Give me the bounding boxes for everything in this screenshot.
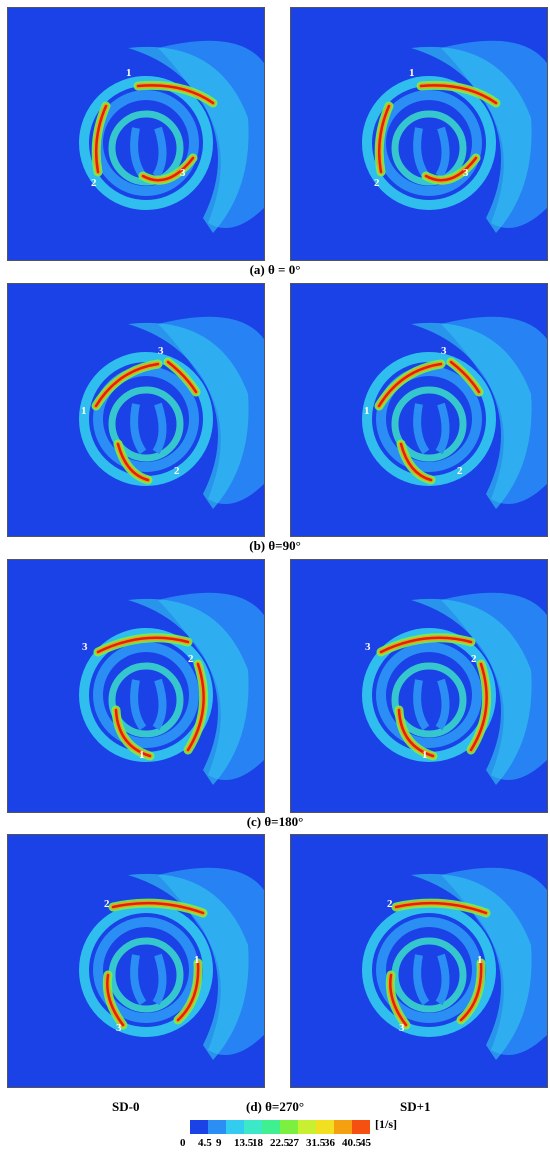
column-label-sd0: SD-0	[112, 1099, 140, 1114]
colorbar-tick: 9	[216, 1137, 222, 1149]
colorbar-swatch	[280, 1120, 298, 1134]
row-caption: (d) θ=270°	[245, 1099, 305, 1114]
blade-number: 3	[365, 641, 371, 653]
blade-number: 3	[116, 1022, 122, 1034]
contour-panel: 3 2 1	[7, 559, 265, 813]
colorbar-swatch	[208, 1120, 226, 1134]
contour-panel: 3 1 2	[290, 283, 548, 537]
blade-number: 2	[91, 177, 97, 189]
colorbar-swatch	[352, 1120, 370, 1134]
blade-number: 1	[81, 405, 87, 417]
blade-number: 1	[194, 954, 200, 966]
colorbar-tick: 40.5	[342, 1137, 362, 1149]
colorbar-swatch	[316, 1120, 334, 1134]
contour-plot: 3 1 2	[362, 316, 547, 509]
colorbar-swatch	[334, 1120, 352, 1134]
contour-panel: 1 2 3	[290, 7, 548, 261]
row-caption: (c) θ=180°	[246, 814, 304, 829]
contour-panel: 2 1 3	[7, 834, 265, 1088]
blade-number: 2	[387, 898, 393, 910]
colorbar-tick: 27	[288, 1137, 299, 1149]
blade-number: 3	[82, 641, 88, 653]
colorbar-tick: 18	[252, 1137, 263, 1149]
colorbar-swatch	[298, 1120, 316, 1134]
contour-plot: 2 1 3	[362, 867, 547, 1060]
blade-number: 1	[477, 954, 483, 966]
blade-number: 1	[139, 749, 145, 761]
colorbar-unit: [1/s]	[375, 1117, 397, 1131]
contour-panel: 2 1 3	[290, 834, 548, 1088]
colorbar-tick: 36	[324, 1137, 335, 1149]
blade-number: 1	[422, 749, 428, 761]
colorbar-tick: 4.5	[198, 1137, 212, 1149]
blade-number: 2	[457, 465, 463, 477]
contour-plot: 3 2 1	[79, 592, 264, 785]
colorbar-tick: 31.5	[306, 1137, 326, 1149]
colorbar-tick: 13.5	[234, 1137, 254, 1149]
blade-number: 1	[126, 67, 132, 79]
blade-number: 3	[158, 345, 164, 357]
blade-number: 2	[188, 653, 194, 665]
colorbar-tick: 0	[180, 1137, 186, 1149]
blade-number: 3	[180, 167, 186, 179]
blade-number: 3	[463, 167, 469, 179]
blade-number: 2	[471, 653, 477, 665]
contour-plot: 1 2 3	[362, 40, 547, 234]
blade-number: 1	[364, 405, 370, 417]
colorbar-tick: 22.5	[270, 1137, 290, 1149]
row-caption: (a) θ = 0°	[249, 262, 301, 277]
contour-panel: 3 1 2	[7, 283, 265, 537]
colorbar-swatch	[244, 1120, 262, 1134]
contour-panel: 1 2 3	[7, 7, 265, 261]
contour-panel: 3 2 1	[290, 559, 548, 813]
colorbar-swatch	[226, 1120, 244, 1134]
colorbar-tick: 45	[360, 1137, 371, 1149]
blade-number: 2	[374, 177, 380, 189]
blade-number: 3	[399, 1022, 405, 1034]
colorbar-swatch	[190, 1120, 208, 1134]
blade-number: 3	[441, 345, 447, 357]
contour-plot: 1 2 3	[79, 40, 264, 234]
blade-number: 1	[409, 67, 415, 79]
blade-number: 2	[104, 898, 110, 910]
contour-plot: 3 2 1	[362, 592, 547, 785]
row-caption: (b) θ=90°	[249, 538, 301, 553]
contour-plot: 3 1 2	[79, 316, 264, 509]
colorbar	[190, 1120, 370, 1134]
colorbar-swatch	[262, 1120, 280, 1134]
contour-plot: 2 1 3	[79, 867, 264, 1060]
column-label-sd1: SD+1	[400, 1099, 431, 1114]
blade-number: 2	[174, 465, 180, 477]
